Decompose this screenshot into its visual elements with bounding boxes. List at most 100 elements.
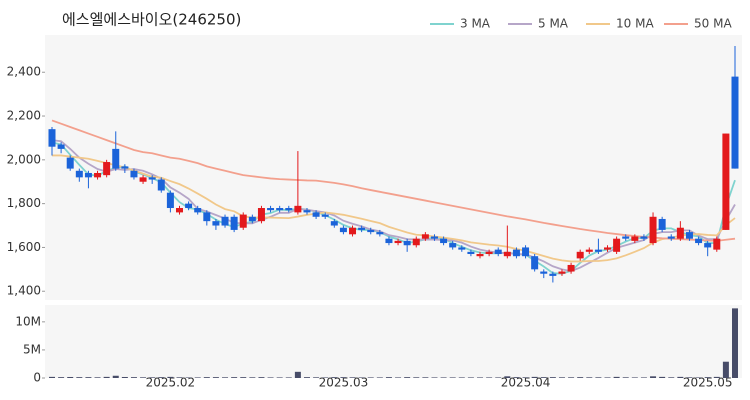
volume-bar [76,377,83,378]
candle-body [540,271,548,274]
candle-body [339,227,347,233]
volume-bar [568,377,575,378]
volume-bar [586,377,593,378]
candle-body [285,208,293,211]
x-tick-label: 2025.02 [146,376,196,390]
volume-bar [194,377,201,378]
volume-bar [349,377,356,378]
candle-body [658,218,666,230]
candle-body [48,129,56,147]
volume-bar [58,377,65,378]
volume-bar [158,377,165,378]
volume-bar [331,377,338,378]
candle-body [312,212,320,217]
legend-label: 5 MA [538,17,569,31]
candle-body [385,238,393,244]
candle-body [166,192,174,209]
volume-bar [622,377,629,378]
volume-bar [477,377,484,378]
candle-body [321,214,329,217]
volume-bar [686,377,693,378]
candle-body [567,264,575,272]
volume-bar [695,377,702,378]
y-tick-label: 1,600 [7,240,41,254]
candle-body [267,208,275,211]
candle-body [731,76,739,169]
volume-bar [103,376,110,378]
candle-body [467,251,475,255]
volume-bar [677,376,684,378]
candle-body [121,166,129,169]
chart-title: 에스엘에스바이오(246250) [62,11,241,29]
volume-bar [413,377,420,378]
legend: 3 MA 5 MA 10 MA 50 MA [430,17,732,31]
volume-bar [167,376,174,378]
candle-body [248,216,256,222]
volume-bar [130,377,137,378]
price-panel [45,35,742,300]
volume-bar [659,376,666,378]
volume-bar [440,377,447,378]
candle-body [212,221,220,226]
candle-body [330,221,338,226]
volume-bar [531,376,538,378]
candle-body [103,162,111,176]
volume-bar [376,377,383,378]
volume-bar [732,308,738,378]
candle-body [239,214,247,228]
volume-bar [540,377,547,378]
volume-bar [458,377,465,378]
candle-body [512,249,520,257]
y-tick-label: 5M [23,342,41,356]
candle-body [412,238,420,246]
y-tick-label: 1,400 [7,284,41,298]
candle-body [294,205,302,213]
volume-bar [176,377,183,378]
candle-body [576,251,584,259]
volume-bar [722,361,729,378]
candle-body [549,273,557,276]
volume-bar [67,376,74,378]
candle-body [376,232,384,235]
y-tick-label: 10M [15,314,41,328]
volume-bar [595,377,602,378]
volume-bar [313,377,320,378]
candle-body [394,240,402,244]
candle-body [75,170,83,178]
volume-bar [495,377,502,378]
volume-bar [121,376,128,378]
candle-body [84,172,92,178]
candle-body [112,148,120,169]
candle-body [66,157,74,169]
candle-body [276,208,284,211]
volume-bar [358,377,365,378]
y-tick-label: 0 [33,371,41,385]
volume-bar [203,377,210,378]
candle-body [558,271,566,274]
volume-bar [276,377,283,378]
volume-bar [513,377,520,378]
y-tick-label: 2,000 [7,152,41,166]
volume-bar [185,377,192,378]
volume-bar [85,377,92,378]
candle-body [175,208,183,213]
candle-body [704,243,712,248]
x-tick-label: 2025.05 [683,376,733,390]
volume-bar [522,377,529,378]
volume-bar [704,377,711,378]
candle-body [476,254,484,257]
candle-body [94,172,102,178]
volume-bar [449,377,456,378]
volume-bar [577,377,584,378]
candle-body [713,238,721,250]
candle-body [695,238,703,244]
candle-body [667,236,675,239]
candle-body [403,240,411,246]
volume-bar [486,377,493,378]
candle-body [430,236,438,239]
volume-bar [303,377,310,378]
candle-body [522,247,530,257]
legend-label: 50 MA [694,17,732,31]
candle-body [604,247,612,250]
